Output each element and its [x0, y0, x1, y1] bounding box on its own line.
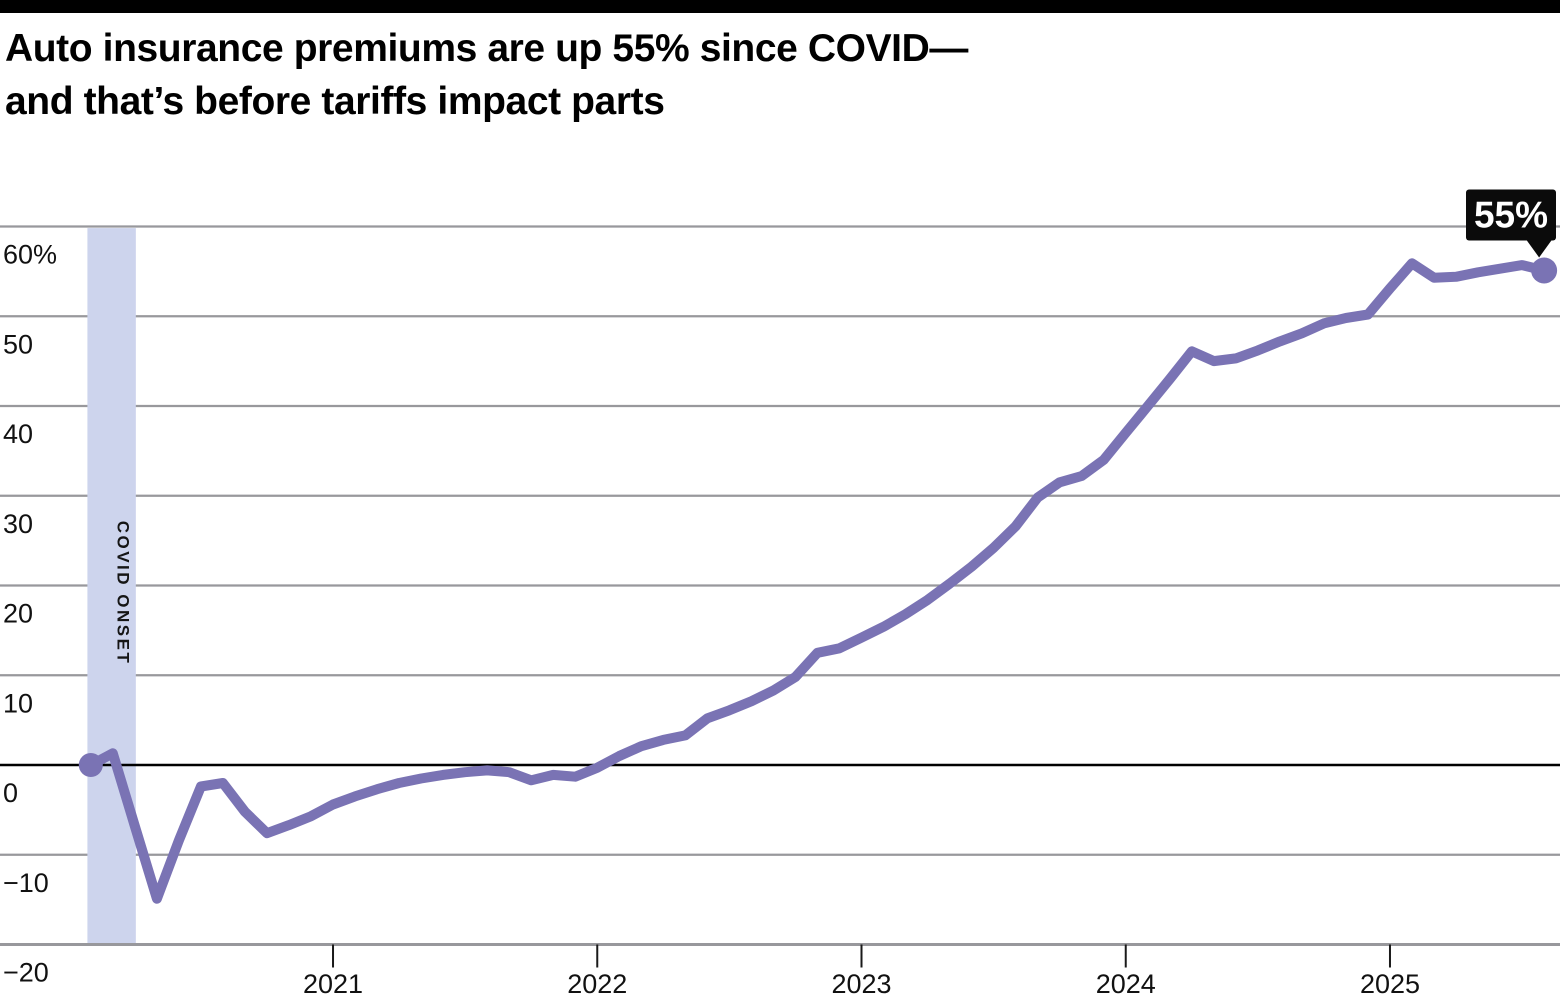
- end-value-badge-pointer: [1526, 239, 1553, 258]
- x-tick-label-2023: 2023: [831, 969, 891, 999]
- top-accent-bar: [0, 0, 1560, 13]
- x-tick-label-2024: 2024: [1096, 969, 1156, 999]
- y-tick-label-30: 30: [3, 509, 33, 539]
- x-tick-label-2025: 2025: [1360, 969, 1420, 999]
- y-tick-label-0: 0: [3, 778, 18, 808]
- chart-title-line-1: Auto insurance premiums are up 55% since…: [5, 27, 968, 70]
- y-tick-label--10: −10: [3, 868, 49, 898]
- y-tick-label-20: 20: [3, 599, 33, 629]
- end-value-badge: 55%: [1466, 189, 1556, 258]
- end-value-badge-label: 55%: [1474, 194, 1548, 235]
- series-start-dot: [78, 753, 103, 777]
- y-tick-label-10: 10: [3, 688, 33, 718]
- y-tick-label-40: 40: [3, 419, 33, 449]
- covid-onset-band-label: COVID ONSET: [114, 521, 133, 666]
- x-tick-label-2022: 2022: [567, 969, 627, 999]
- x-tick-label-2021: 2021: [303, 969, 363, 999]
- covid-onset-band: [87, 228, 136, 944]
- y-tick-label-60: 60%: [3, 240, 57, 270]
- premiums-series-line: [85, 258, 1550, 904]
- end-value-badge-box: [1466, 189, 1556, 241]
- chart-title: Auto insurance premiums are up 55% since…: [5, 22, 968, 128]
- y-tick-label--20: −20: [3, 958, 49, 988]
- y-tick-label-50: 50: [3, 329, 33, 359]
- series-end-dot: [1531, 257, 1558, 284]
- chart-title-line-2: and that’s before tariffs impact parts: [5, 80, 665, 123]
